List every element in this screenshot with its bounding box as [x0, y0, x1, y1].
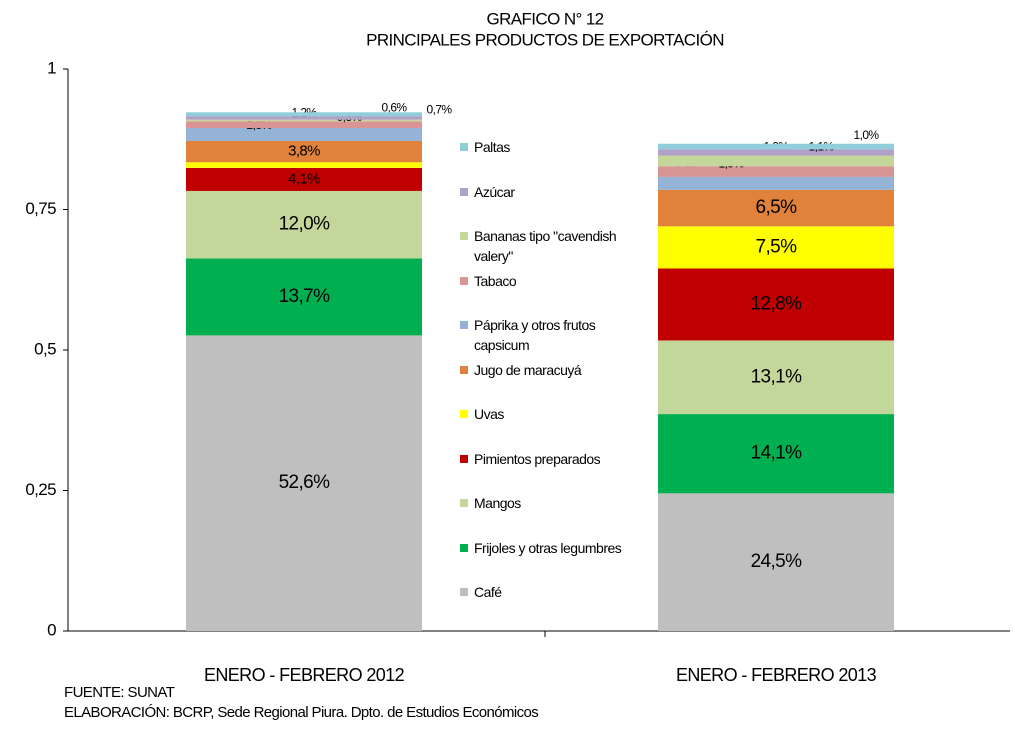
value-label: 12,0%	[279, 214, 331, 235]
legend-swatch	[460, 588, 468, 596]
legend-swatch	[460, 454, 468, 463]
chart-subtitle: PRINCIPALES PRODUCTOS DE EXPORTACIÓN	[366, 30, 724, 49]
chart-title: GRAFICO N° 12	[486, 9, 603, 28]
legend-swatch	[460, 499, 468, 507]
x-tick-label: ENERO - FEBRERO 2012	[204, 665, 405, 685]
bar-segment	[186, 162, 422, 168]
bar-segment	[658, 143, 894, 150]
source: FUENTE: SUNAT	[64, 684, 175, 701]
bar-segment	[186, 121, 422, 129]
value-label: 0,7%	[427, 102, 453, 116]
value-label: 4,1%	[288, 170, 320, 187]
legend-swatch	[460, 321, 468, 329]
value-label: 6,5%	[756, 197, 798, 218]
legend-swatch	[460, 232, 468, 240]
note: ELABORACIÓN: BCRP, Sede Regional Piura. …	[64, 704, 539, 721]
legend-label: Frijoles y otras legumbres	[474, 539, 622, 556]
y-tick-label: 0,5	[34, 339, 56, 358]
legend-label: Jugo de maracuyá	[474, 361, 582, 378]
legend-label: Bananas tipo "cavendish valery"	[474, 228, 617, 264]
legend-label: Pimientos preparados	[474, 450, 601, 467]
bar-segment	[658, 268, 894, 341]
value-label: 14,1%	[751, 443, 803, 464]
bar-segment	[658, 340, 894, 415]
bar-segment	[658, 176, 894, 190]
value-label: 13,1%	[751, 366, 803, 387]
legend-label: Azúcar	[474, 183, 515, 200]
bar-segment	[658, 155, 894, 167]
bar-segment	[658, 493, 894, 631]
legend-swatch	[460, 143, 468, 151]
y-tick-label: 0,75	[25, 199, 56, 218]
y-tick-label: 0,25	[25, 480, 56, 499]
y-tick-label: 0	[47, 620, 56, 639]
legend-swatch	[460, 410, 468, 418]
bar-segment	[186, 140, 422, 163]
bar-segment	[186, 119, 422, 122]
bar-segment	[658, 414, 894, 494]
bar-segment	[186, 128, 422, 141]
bar-segment	[658, 189, 894, 227]
legend-label: Mangos	[474, 495, 521, 511]
value-label: 52,6%	[279, 472, 331, 493]
bar-segment	[658, 166, 894, 177]
value-label: 7,5%	[756, 236, 798, 257]
value-label: 24,5%	[751, 551, 803, 572]
bar-segment	[658, 149, 894, 156]
bar-segment	[186, 335, 422, 631]
bar-segment	[186, 258, 422, 336]
legend-swatch	[460, 187, 468, 196]
legend-swatch	[460, 543, 468, 552]
value-label: 13,7%	[279, 286, 331, 307]
value-label: 0,6%	[382, 100, 408, 114]
legend-label: Tabaco	[474, 272, 517, 289]
value-label: 3,8%	[288, 143, 320, 160]
x-tick-label: ENERO - FEBRERO 2013	[676, 665, 877, 685]
value-label: 12,8%	[751, 293, 803, 314]
legend-swatch	[460, 365, 468, 374]
bar-segment	[186, 190, 422, 259]
bar-segment	[186, 116, 422, 120]
bar-segment	[658, 226, 894, 269]
legend-label: Paltas	[474, 139, 510, 155]
legend-label: Café	[474, 584, 502, 600]
legend-label: Uvas	[474, 406, 504, 422]
legend-label: Páprika y otros frutos capsicum	[474, 317, 596, 353]
legend-swatch	[460, 276, 468, 285]
bar-segment	[186, 112, 422, 117]
value-label: 1,0%	[854, 128, 880, 142]
bar-segment	[186, 167, 422, 191]
y-tick-label: 1	[47, 58, 56, 77]
